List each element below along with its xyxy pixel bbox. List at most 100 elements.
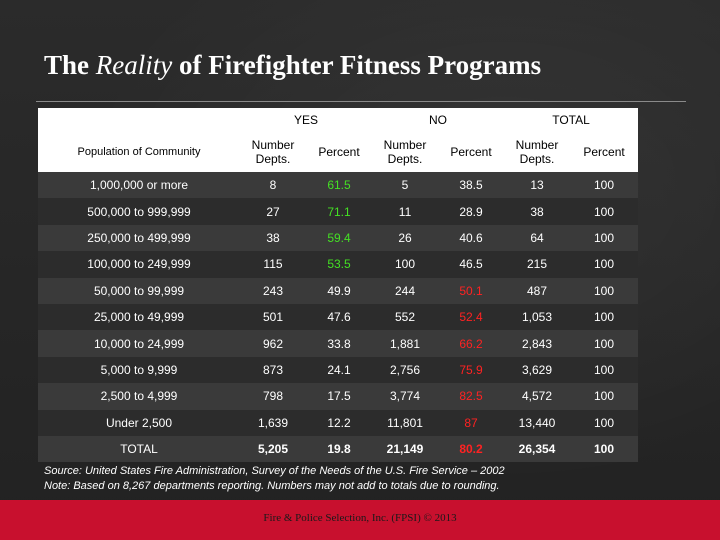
table-row: 250,000 to 499,999 38 59.4 26 40.6 64 10… (38, 224, 639, 252)
no-number-cell: 244 (372, 277, 439, 304)
community-cell: 250,000 to 499,999 (38, 224, 240, 252)
no-percent-cell: 40.6 (438, 224, 505, 252)
total-number-cell: 13 (504, 172, 571, 199)
slide-title: The Reality of Firefighter Fitness Progr… (44, 50, 542, 80)
total-percent-cell: 100 (570, 435, 639, 463)
footer-copyright: Fire & Police Selection, Inc. (FPSI) © 2… (263, 512, 457, 524)
yes-percent-cell: 59.4 (306, 224, 373, 252)
yes-percent-cell: 53.5 (306, 251, 373, 278)
table-row: 25,000 to 49,999 501 47.6 552 52.4 1,053… (38, 303, 639, 331)
no-percent-cell: 52.4 (438, 303, 505, 331)
source-line: Source: United States Fire Administratio… (44, 465, 505, 477)
total-number-cell: 1,053 (504, 303, 571, 331)
community-cell: 1,000,000 or more (38, 172, 240, 199)
no-number-cell: 5 (372, 172, 439, 199)
yes-number-cell: 5,205 (240, 435, 306, 463)
no-percent-cell: 66.2 (438, 330, 505, 357)
yes-number-cell: 873 (240, 356, 306, 384)
source-note: Source: United States Fire Administratio… (44, 464, 694, 494)
total-percent-cell: 100 (570, 198, 639, 225)
total-number-cell: 2,843 (504, 330, 571, 357)
yes-number-cell: 27 (240, 198, 306, 225)
no-number-cell: 11 (372, 198, 439, 225)
total-group-header: TOTAL (504, 108, 639, 132)
yes-group-header: YES (240, 108, 373, 132)
community-cell: 50,000 to 99,999 (38, 277, 240, 304)
community-cell: Under 2,500 (38, 409, 240, 436)
total-row: TOTAL 5,205 19.8 21,149 80.2 26,354 100 (38, 435, 639, 463)
yes-percent-cell: 12.2 (306, 409, 373, 436)
no-number-cell: 21,149 (372, 435, 439, 463)
table-row: 50,000 to 99,999 243 49.9 244 50.1 487 1… (38, 277, 639, 304)
total-percent-cell: 100 (570, 277, 639, 304)
community-cell: 2,500 to 4,999 (38, 383, 240, 410)
yes-percent-cell: 17.5 (306, 383, 373, 410)
no-number-cell: 2,756 (372, 356, 439, 384)
total-percent-header: Percent (570, 132, 639, 172)
total-number-cell: 38 (504, 198, 571, 225)
no-number-cell: 100 (372, 251, 439, 278)
no-percent-cell: 46.5 (438, 251, 505, 278)
table-row: 2,500 to 4,999 798 17.5 3,774 82.5 4,572… (38, 383, 639, 410)
community-cell: 25,000 to 49,999 (38, 303, 240, 331)
yes-percent-cell: 47.6 (306, 303, 373, 331)
no-number-cell: 1,881 (372, 330, 439, 357)
total-percent-cell: 100 (570, 224, 639, 252)
title-emphasis: Reality (95, 50, 173, 80)
community-cell: 100,000 to 249,999 (38, 251, 240, 278)
yes-percent-cell: 49.9 (306, 277, 373, 304)
total-number-cell: 13,440 (504, 409, 571, 436)
total-percent-cell: 100 (570, 330, 639, 357)
population-header: Population of Community (38, 108, 240, 172)
title-divider (36, 101, 686, 102)
no-percent-cell: 38.5 (438, 172, 505, 199)
table-row: 1,000,000 or more 8 61.5 5 38.5 13 100 (38, 172, 639, 199)
yes-percent-cell: 71.1 (306, 198, 373, 225)
total-percent-cell: 100 (570, 172, 639, 199)
no-percent-cell: 50.1 (438, 277, 505, 304)
table-row: Under 2,500 1,639 12.2 11,801 87 13,440 … (38, 409, 639, 436)
total-percent-cell: 100 (570, 383, 639, 410)
table-row: 500,000 to 999,999 27 71.1 11 28.9 38 10… (38, 198, 639, 225)
yes-number-cell: 115 (240, 251, 306, 278)
total-percent-cell: 100 (570, 409, 639, 436)
total-percent-cell: 100 (570, 251, 639, 278)
table-row: 5,000 to 9,999 873 24.1 2,756 75.9 3,629… (38, 356, 639, 384)
yes-number-cell: 962 (240, 330, 306, 357)
yes-number-cell: 1,639 (240, 409, 306, 436)
yes-percent-cell: 19.8 (306, 435, 373, 463)
yes-number-cell: 38 (240, 224, 306, 252)
total-label-cell: TOTAL (38, 435, 240, 463)
no-number-cell: 26 (372, 224, 439, 252)
yes-percent-cell: 24.1 (306, 356, 373, 384)
community-cell: 500,000 to 999,999 (38, 198, 240, 225)
fitness-programs-table: Population of Community YES NO TOTAL Num… (38, 108, 639, 463)
community-cell: 10,000 to 24,999 (38, 330, 240, 357)
yes-number-cell: 243 (240, 277, 306, 304)
note-line: Note: Based on 8,267 departments reporti… (44, 480, 500, 492)
footer-bar: Fire & Police Selection, Inc. (FPSI) © 2… (0, 500, 720, 540)
total-number-cell: 4,572 (504, 383, 571, 410)
no-percent-cell: 28.9 (438, 198, 505, 225)
no-percent-cell: 75.9 (438, 356, 505, 384)
no-percent-cell: 87 (438, 409, 505, 436)
total-number-cell: 215 (504, 251, 571, 278)
yes-number-cell: 798 (240, 383, 306, 410)
no-group-header: NO (372, 108, 505, 132)
no-number-cell: 552 (372, 303, 439, 331)
table-row: 10,000 to 24,999 962 33.8 1,881 66.2 2,8… (38, 330, 639, 357)
community-cell: 5,000 to 9,999 (38, 356, 240, 384)
total-number-header: Number Depts. (504, 132, 571, 172)
table-row: 100,000 to 249,999 115 53.5 100 46.5 215… (38, 251, 639, 278)
yes-number-header: Number Depts. (240, 132, 306, 172)
no-percent-cell: 82.5 (438, 383, 505, 410)
yes-number-cell: 501 (240, 303, 306, 331)
no-number-cell: 11,801 (372, 409, 439, 436)
no-number-header: Number Depts. (372, 132, 439, 172)
total-percent-cell: 100 (570, 303, 639, 331)
no-number-cell: 3,774 (372, 383, 439, 410)
yes-number-cell: 8 (240, 172, 306, 199)
no-percent-cell: 80.2 (438, 435, 505, 463)
yes-percent-cell: 33.8 (306, 330, 373, 357)
total-number-cell: 64 (504, 224, 571, 252)
